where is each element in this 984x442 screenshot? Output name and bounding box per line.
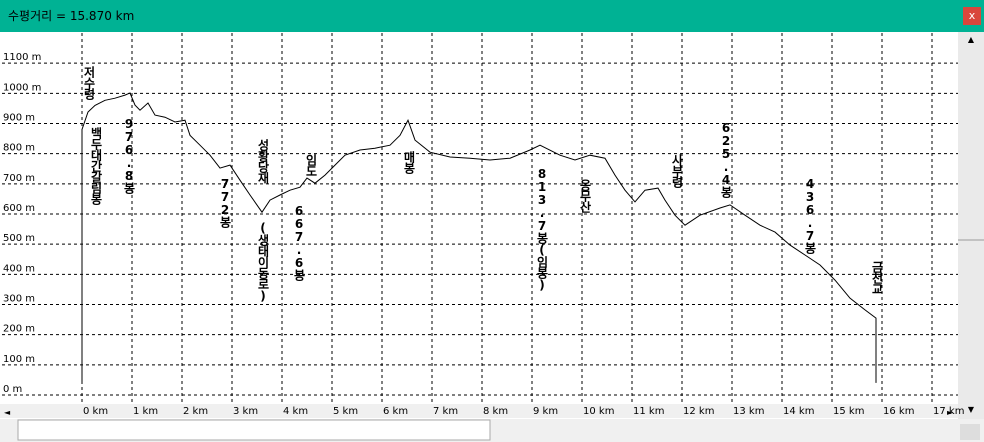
y-tick-label: 800 m	[3, 143, 35, 154]
close-label[interactable]: x	[969, 9, 976, 22]
scroll-right[interactable]: ►	[947, 408, 954, 417]
corner-icon	[960, 424, 980, 440]
x-tick-label: 7 km	[433, 406, 458, 417]
x-tick-label: 15 km	[833, 406, 864, 417]
annotation: (생태이동로)	[256, 221, 270, 302]
y-tick-label: 300 m	[3, 294, 35, 305]
annotation: 436.7봉	[803, 177, 817, 253]
y-tick-label: 1000 m	[3, 82, 41, 93]
x-tick-label: 12 km	[683, 406, 714, 417]
x-tick-label: 11 km	[633, 406, 664, 417]
y-tick-label: 1100 m	[3, 52, 41, 63]
y-tick-label: 700 m	[3, 173, 35, 184]
title-bar	[0, 0, 984, 32]
window-title: 수평거리 = 15.870 km	[8, 9, 134, 23]
scroll-down[interactable]: ▼	[968, 405, 975, 414]
x-tick-label: 10 km	[583, 406, 614, 417]
annotation: 사부령	[670, 154, 684, 187]
profile-line	[81, 92, 877, 383]
x-tick-label: 13 km	[733, 406, 764, 417]
x-tick-label: 2 km	[183, 406, 208, 417]
x-tick-label: 6 km	[383, 406, 408, 417]
annotation: 625.4봉	[719, 121, 733, 197]
annotation: 976.8봉	[122, 117, 136, 193]
annotation: 옹무산	[578, 179, 592, 212]
x-tick-label: 17 km	[933, 406, 964, 417]
y-tick-label: 100 m	[3, 354, 35, 365]
plot-area	[0, 32, 958, 419]
x-tick-label: 9 km	[533, 406, 558, 417]
close-button[interactable]	[963, 7, 981, 25]
x-tick-label: 0 km	[83, 406, 108, 417]
annotation: 백두대간갈림봉	[89, 127, 103, 204]
annotation: 성황당재	[256, 139, 270, 183]
annotation: 저수령	[82, 66, 96, 99]
annotation: 매봉	[402, 151, 416, 173]
x-tick-label: 8 km	[483, 406, 508, 417]
scroll-left[interactable]: ◄	[4, 408, 11, 417]
annotation: 임도	[304, 154, 318, 176]
y-tick-label: 500 m	[3, 233, 35, 244]
scroll-up[interactable]: ▲	[968, 35, 975, 44]
h-scroll-thumb[interactable]	[17, 419, 491, 441]
annotation: 금천교	[870, 261, 884, 294]
annotation: 667.6봉	[292, 204, 306, 280]
y-tick-label: 400 m	[3, 263, 35, 274]
v-scrollbar[interactable]	[958, 32, 984, 419]
y-tick-label: 900 m	[3, 113, 35, 124]
x-tick-label: 3 km	[233, 406, 258, 417]
x-tick-label: 14 km	[783, 406, 814, 417]
h-scrollbar[interactable]	[0, 404, 958, 418]
y-tick-label: 600 m	[3, 203, 35, 214]
x-tick-label: 4 km	[283, 406, 308, 417]
annotation: 813.7봉(임봉)	[535, 167, 549, 291]
y-tick-label: 200 m	[3, 324, 35, 335]
y-tick-label: 0 m	[3, 384, 22, 395]
x-tick-label: 16 km	[883, 406, 914, 417]
x-tick-label: 1 km	[133, 406, 158, 417]
x-tick-label: 5 km	[333, 406, 358, 417]
annotation: 772봉	[218, 177, 232, 227]
